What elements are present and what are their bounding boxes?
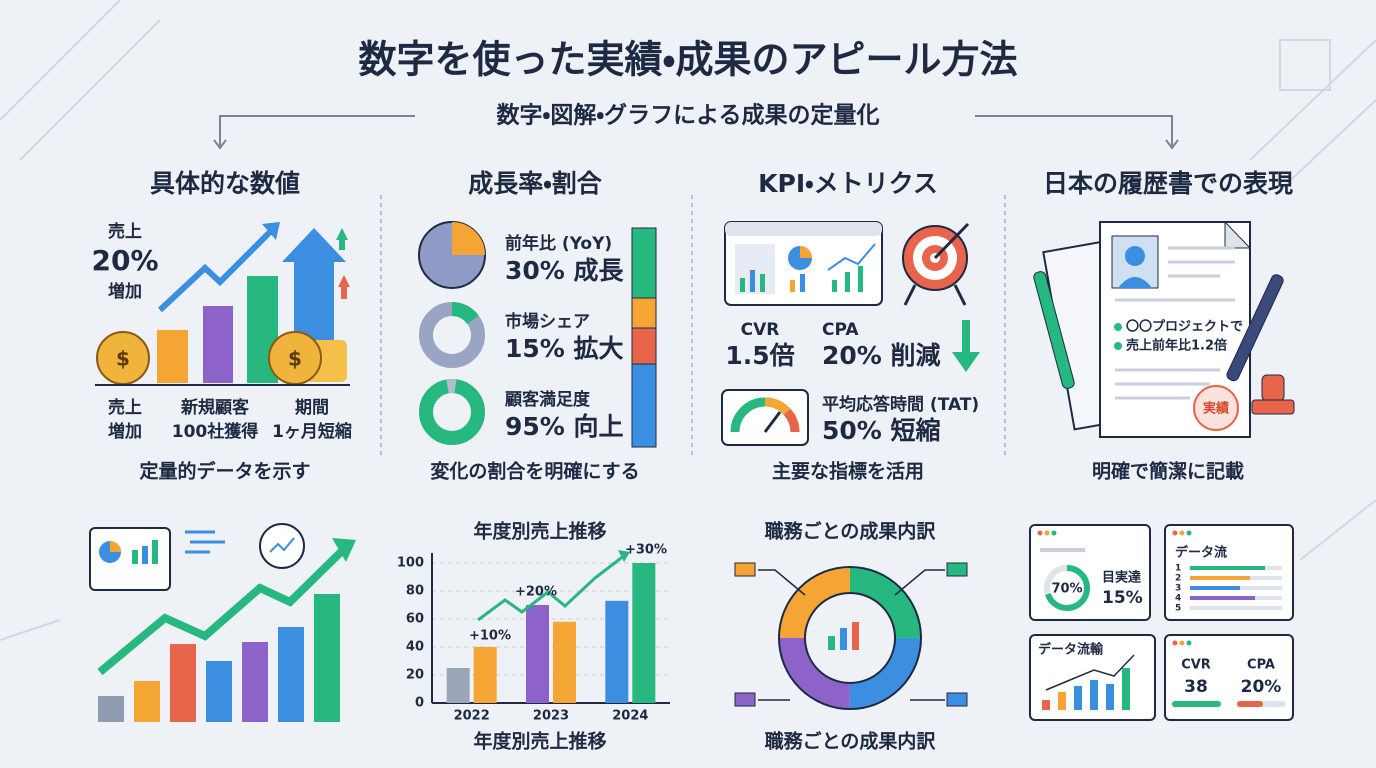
item-label: 顧客満足度 (505, 389, 591, 410)
caption: 主要な指標を活用 (772, 460, 924, 483)
bar (632, 563, 656, 703)
kpi-value: 20% (1241, 677, 1282, 697)
x-tick-label: 2022 (454, 709, 490, 724)
donut-illustration (734, 562, 968, 710)
bar (446, 668, 470, 703)
subtitle-arrows (213, 115, 1179, 150)
bars-illustration: $ $ (95, 222, 350, 386)
kpi-label: CPA (1247, 658, 1275, 673)
kpi-value: 38 (1184, 677, 1208, 697)
y-tick-label: 0 (415, 696, 424, 711)
resume-line: 売上前年比1.2倍 (1126, 338, 1227, 354)
highlight: 売上 (108, 221, 142, 242)
bar (473, 647, 497, 703)
section-title: 日本の履歴書での表現 (1043, 169, 1293, 198)
row-number: 2 (1175, 574, 1181, 584)
x-tick-label: 2024 (612, 709, 648, 724)
label: 期間 (295, 398, 329, 418)
chart-title: 年度別売上推移 (473, 520, 606, 543)
caption: 明確で簡潔に記載 (1092, 460, 1244, 483)
section-title: KPI・メトリクス (758, 169, 938, 198)
item-value: 95% 向上 (505, 412, 624, 441)
annotation: +30% (625, 543, 667, 558)
item-value: 15% 拡大 (505, 334, 624, 363)
title: 数字を使った実績・成果のアピール方法 (359, 38, 1018, 82)
metric-value: 1.5倍 (725, 341, 794, 370)
donut-title: 職務ごとの成果内訳 (765, 520, 936, 543)
label: 増加 (108, 421, 142, 442)
resume-illustration (1033, 220, 1295, 438)
goal-label: 目実達 (1102, 570, 1141, 586)
kpi-icons (721, 221, 980, 446)
stamp: 実績 (1203, 401, 1230, 417)
dividers (380, 195, 1006, 455)
item-label: 前年比 (YoY) (505, 233, 612, 254)
row-number: 3 (1175, 584, 1181, 594)
highlight: 増加 (108, 281, 142, 302)
bar (553, 621, 576, 703)
caption: 変化の割合を明確にする (430, 460, 639, 483)
annotation: +10% (469, 629, 511, 644)
metric-label: 平均応答時間 (TAT) (822, 394, 979, 415)
decor (0, 0, 1376, 641)
caption: 定量的データを示す (139, 460, 310, 483)
growth-illustration (89, 523, 356, 722)
dashboard-panels (1029, 524, 1294, 721)
annotation: +20% (515, 585, 557, 600)
chart-caption: 年度別売上推移 (473, 730, 606, 753)
kpi-label: CVR (1181, 658, 1211, 673)
label: 新規顧客 (180, 397, 250, 418)
label: 100社獲得 (172, 421, 259, 442)
bar (526, 605, 549, 703)
row-number: 5 (1175, 604, 1181, 614)
pie-icons (418, 221, 657, 448)
label: 売上 (108, 397, 142, 418)
section-title: 成長率・割合 (468, 169, 603, 198)
highlight: 20% (91, 244, 158, 277)
goal-value: 15% (1102, 588, 1143, 608)
resume-line: 〇〇プロジェクトで (1126, 319, 1243, 335)
panel-title: データ流 (1175, 545, 1227, 561)
y-tick-label: 20 (406, 668, 424, 683)
metric-value: 50% 短縮 (822, 416, 941, 445)
label: 1ヶ月短縮 (272, 421, 352, 442)
trend-arrowhead (618, 550, 630, 562)
item-label: 市場シェア (505, 311, 590, 332)
trend-arrow (477, 553, 626, 622)
y-tick-label: 100 (397, 556, 424, 571)
y-tick-label: 40 (406, 640, 424, 655)
item-value: 30% 成長 (505, 256, 624, 285)
y-tick-label: 80 (406, 584, 424, 599)
row-number: 4 (1175, 594, 1181, 604)
svg-text:$: $ (288, 347, 302, 371)
donut-caption: 職務ごとの成果内訳 (765, 730, 936, 753)
section-title: 具体的な数値 (150, 169, 300, 198)
row-number: 1 (1175, 564, 1181, 574)
gauge-value: 70% (1051, 582, 1082, 597)
bar (605, 600, 629, 703)
sales-chart: 0 20 40 60 80 100 2022 2023 2024 +10% +20% +30% (397, 543, 670, 724)
metric-label: CPA (822, 320, 859, 340)
metric-label: CVR (741, 320, 780, 340)
metric-value: 20% 削減 (822, 341, 941, 370)
subtitle: 数字・図解・グラフによる成果の定量化 (497, 102, 880, 129)
y-tick-label: 60 (406, 612, 424, 627)
panel-title: データ流輸 (1038, 642, 1104, 658)
svg-text:$: $ (116, 347, 130, 371)
x-tick-label: 2023 (533, 709, 569, 724)
